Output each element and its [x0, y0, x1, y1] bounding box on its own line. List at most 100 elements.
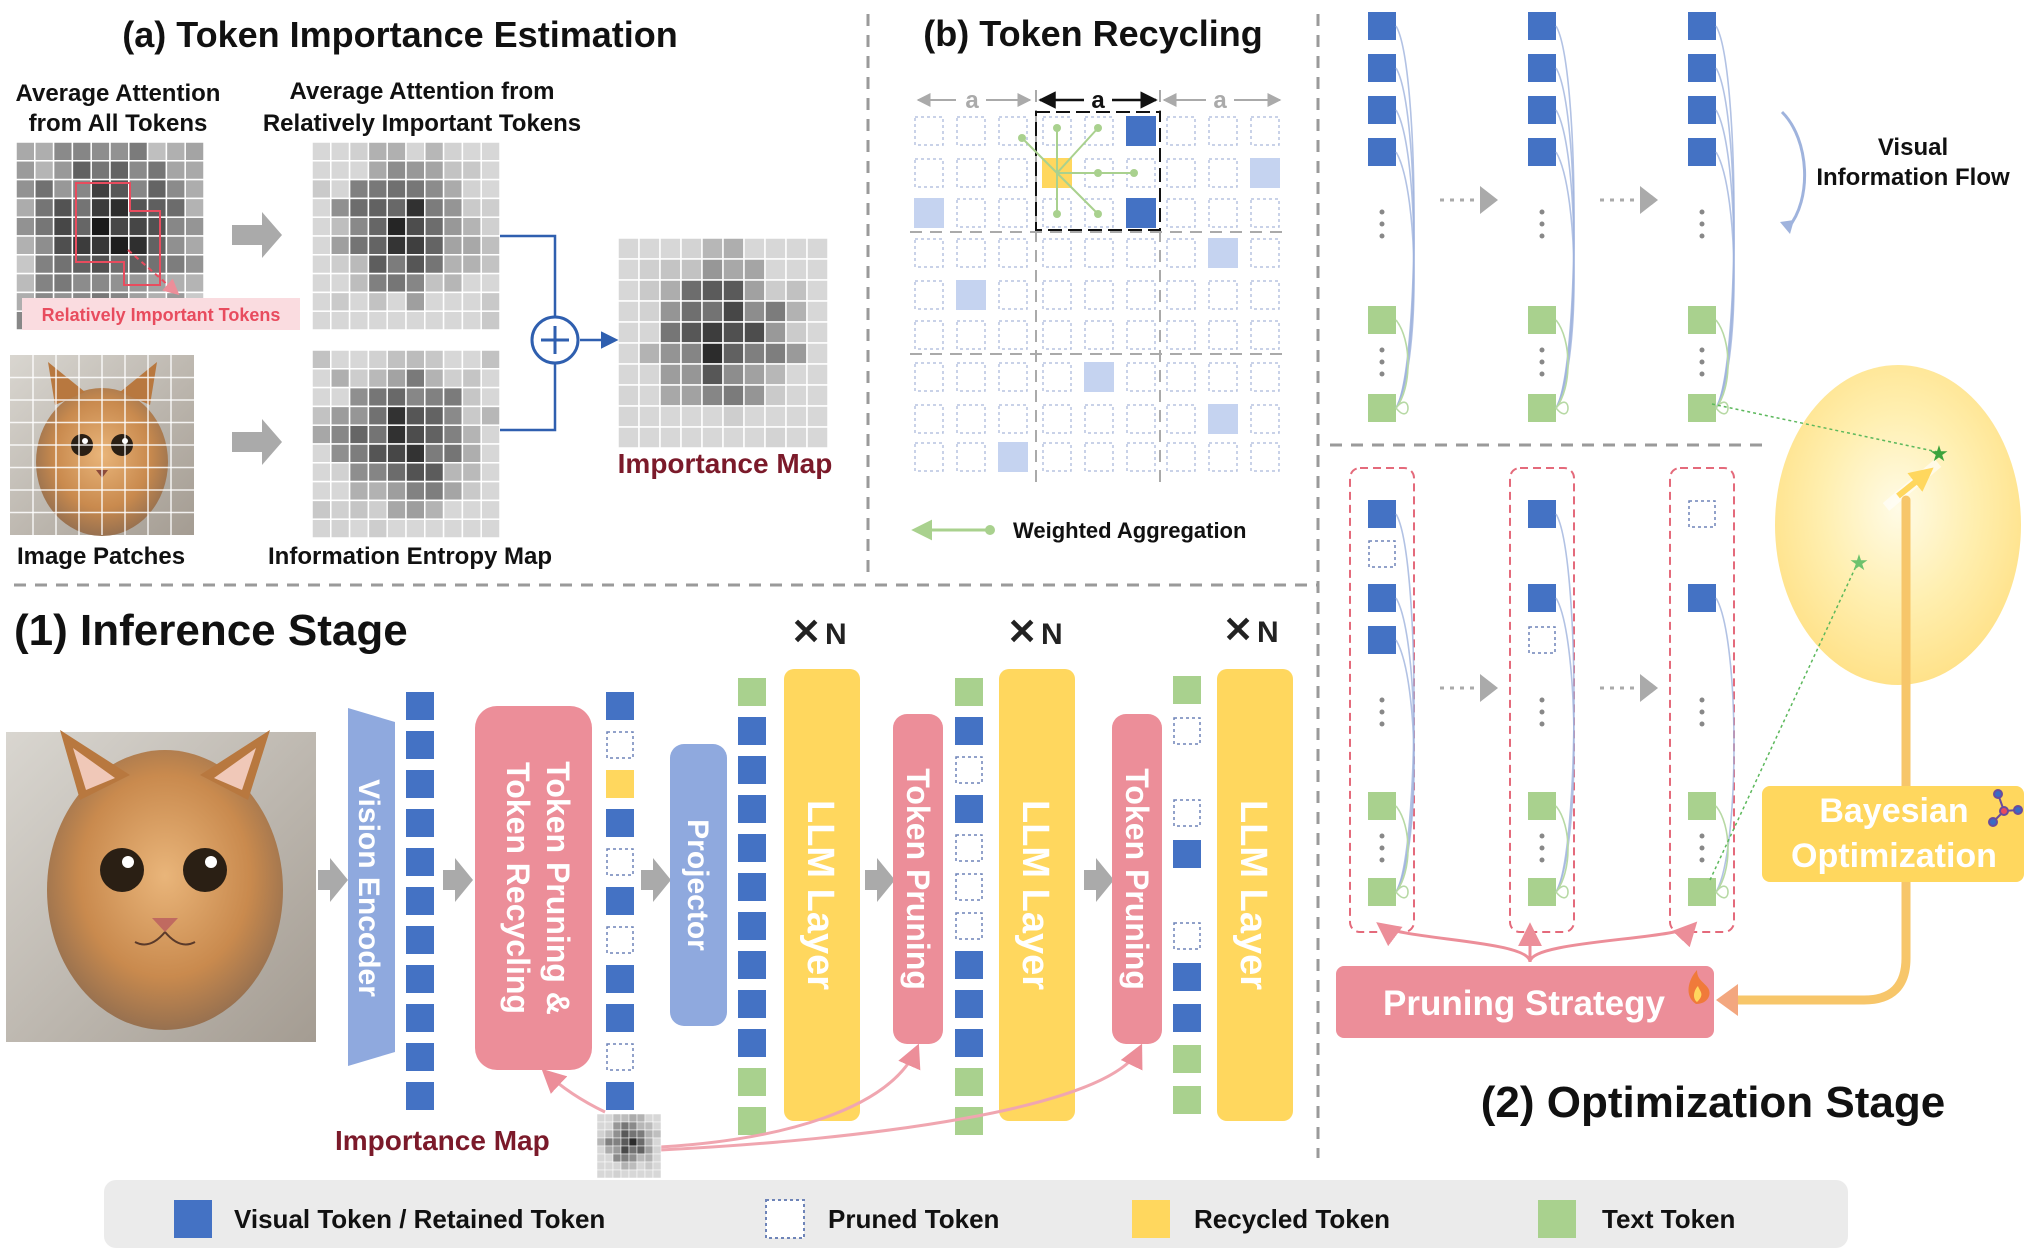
heat-cell	[806, 237, 829, 260]
heat-cell	[109, 197, 130, 218]
pruned-token	[998, 362, 1028, 392]
projector-block	[670, 744, 727, 1026]
heat-cell	[386, 160, 407, 181]
heat-cell	[620, 1161, 630, 1171]
pruning-strategy-label: Pruning Strategy	[1383, 984, 1666, 1023]
heat-cell	[348, 235, 370, 256]
heat-cell	[612, 1129, 622, 1139]
heat-cell	[442, 160, 464, 181]
heat-cell	[701, 405, 724, 428]
heat-cell	[15, 235, 36, 256]
attention-curve	[1395, 319, 1409, 409]
repeat-2-x: ✕	[1007, 611, 1037, 652]
aggregation-source	[1094, 169, 1102, 177]
text-token	[1173, 1045, 1201, 1073]
text-token	[1688, 878, 1716, 906]
pruned-token	[1250, 116, 1280, 146]
pruning-strategy-box	[1336, 966, 1714, 1038]
heat-cell	[620, 1137, 630, 1147]
heat-cell	[367, 291, 388, 312]
heat-cell	[743, 279, 766, 302]
visual-token	[738, 912, 766, 940]
heat-cell	[617, 405, 640, 428]
heat-cell	[604, 1153, 614, 1163]
text-token	[1173, 1086, 1201, 1114]
aggregation-arrows	[1018, 124, 1138, 218]
heat-cell	[806, 342, 829, 365]
tokens-after-recycling	[606, 692, 634, 1110]
heat-cell	[348, 160, 370, 181]
optimization-title: (2) Optimization Stage	[1481, 1078, 1945, 1127]
heat-cell	[722, 279, 745, 302]
pruned-token	[956, 158, 986, 188]
text-token	[955, 1068, 983, 1096]
pruned-token	[956, 404, 986, 434]
heat-cell	[311, 291, 332, 312]
heat-cell	[652, 1153, 662, 1163]
text-token	[1528, 394, 1556, 422]
visual-token	[1688, 96, 1716, 124]
heat-cell	[405, 349, 426, 370]
ellipsis-dot	[1539, 845, 1545, 851]
retained-token	[1250, 158, 1280, 188]
tokens-after-encoder	[406, 692, 434, 1110]
visual-token	[406, 731, 434, 759]
heat-cell	[128, 178, 149, 200]
heat-cell	[405, 499, 426, 520]
pruned-token	[998, 116, 1028, 146]
image-patches	[10, 355, 194, 536]
flow-columns-top	[1368, 12, 1735, 422]
llm-layer-3	[1217, 669, 1293, 1121]
heat-cell	[722, 342, 745, 365]
attention-curve	[1715, 805, 1729, 893]
grid-entropy-map	[311, 349, 501, 539]
pipeline-arrows	[318, 858, 1114, 902]
pruned-token	[998, 404, 1028, 434]
tokens-llm-1	[738, 678, 766, 1135]
pruned-token	[1042, 404, 1072, 434]
ellipsis-dot	[1699, 857, 1705, 863]
heat-cell	[743, 237, 766, 260]
visual-token	[606, 887, 634, 915]
ellipsis-dot	[1699, 209, 1705, 215]
heat-cell	[722, 300, 745, 323]
visual-token	[1173, 840, 1201, 868]
heat-cell	[386, 349, 407, 370]
visual-token	[606, 1004, 634, 1032]
pruned-token	[1368, 540, 1396, 568]
legend-aggregation: Weighted Aggregation	[1013, 518, 1246, 543]
heat-cell	[442, 443, 464, 464]
visual-token	[738, 834, 766, 862]
pruned-token	[606, 1043, 634, 1071]
vision-encoder-label: Vision Encoder	[352, 779, 385, 997]
heat-cell	[146, 216, 168, 237]
retained-token	[1126, 116, 1156, 146]
heat-cell	[644, 1145, 654, 1155]
heat-cell	[311, 254, 332, 275]
heat-cell	[461, 443, 482, 464]
flow-arrow	[1480, 186, 1498, 214]
heat-cell	[644, 1153, 654, 1163]
aggregation-source	[1094, 210, 1102, 218]
legend-recycled-label: Recycled Token	[1194, 1204, 1390, 1234]
heat-cell	[424, 235, 445, 256]
heat-cell	[109, 254, 130, 275]
heat-cell	[367, 499, 388, 520]
heat-cell	[442, 518, 464, 539]
heat-cell	[165, 160, 186, 181]
pruned-token	[956, 198, 986, 228]
attention-curve	[1715, 885, 1729, 899]
pruned-token	[998, 320, 1028, 350]
flow-arrow	[318, 858, 348, 902]
ellipsis-dot	[1379, 697, 1385, 703]
heat-cell	[722, 384, 745, 407]
heat-cell	[480, 368, 501, 389]
heat-cell	[442, 386, 464, 408]
heat-cell	[764, 426, 787, 449]
heat-cell	[644, 1129, 654, 1139]
heat-cell	[659, 426, 682, 449]
attention-curve	[1555, 885, 1569, 899]
heat-cell	[330, 178, 351, 200]
ellipsis-dot	[1699, 359, 1705, 365]
